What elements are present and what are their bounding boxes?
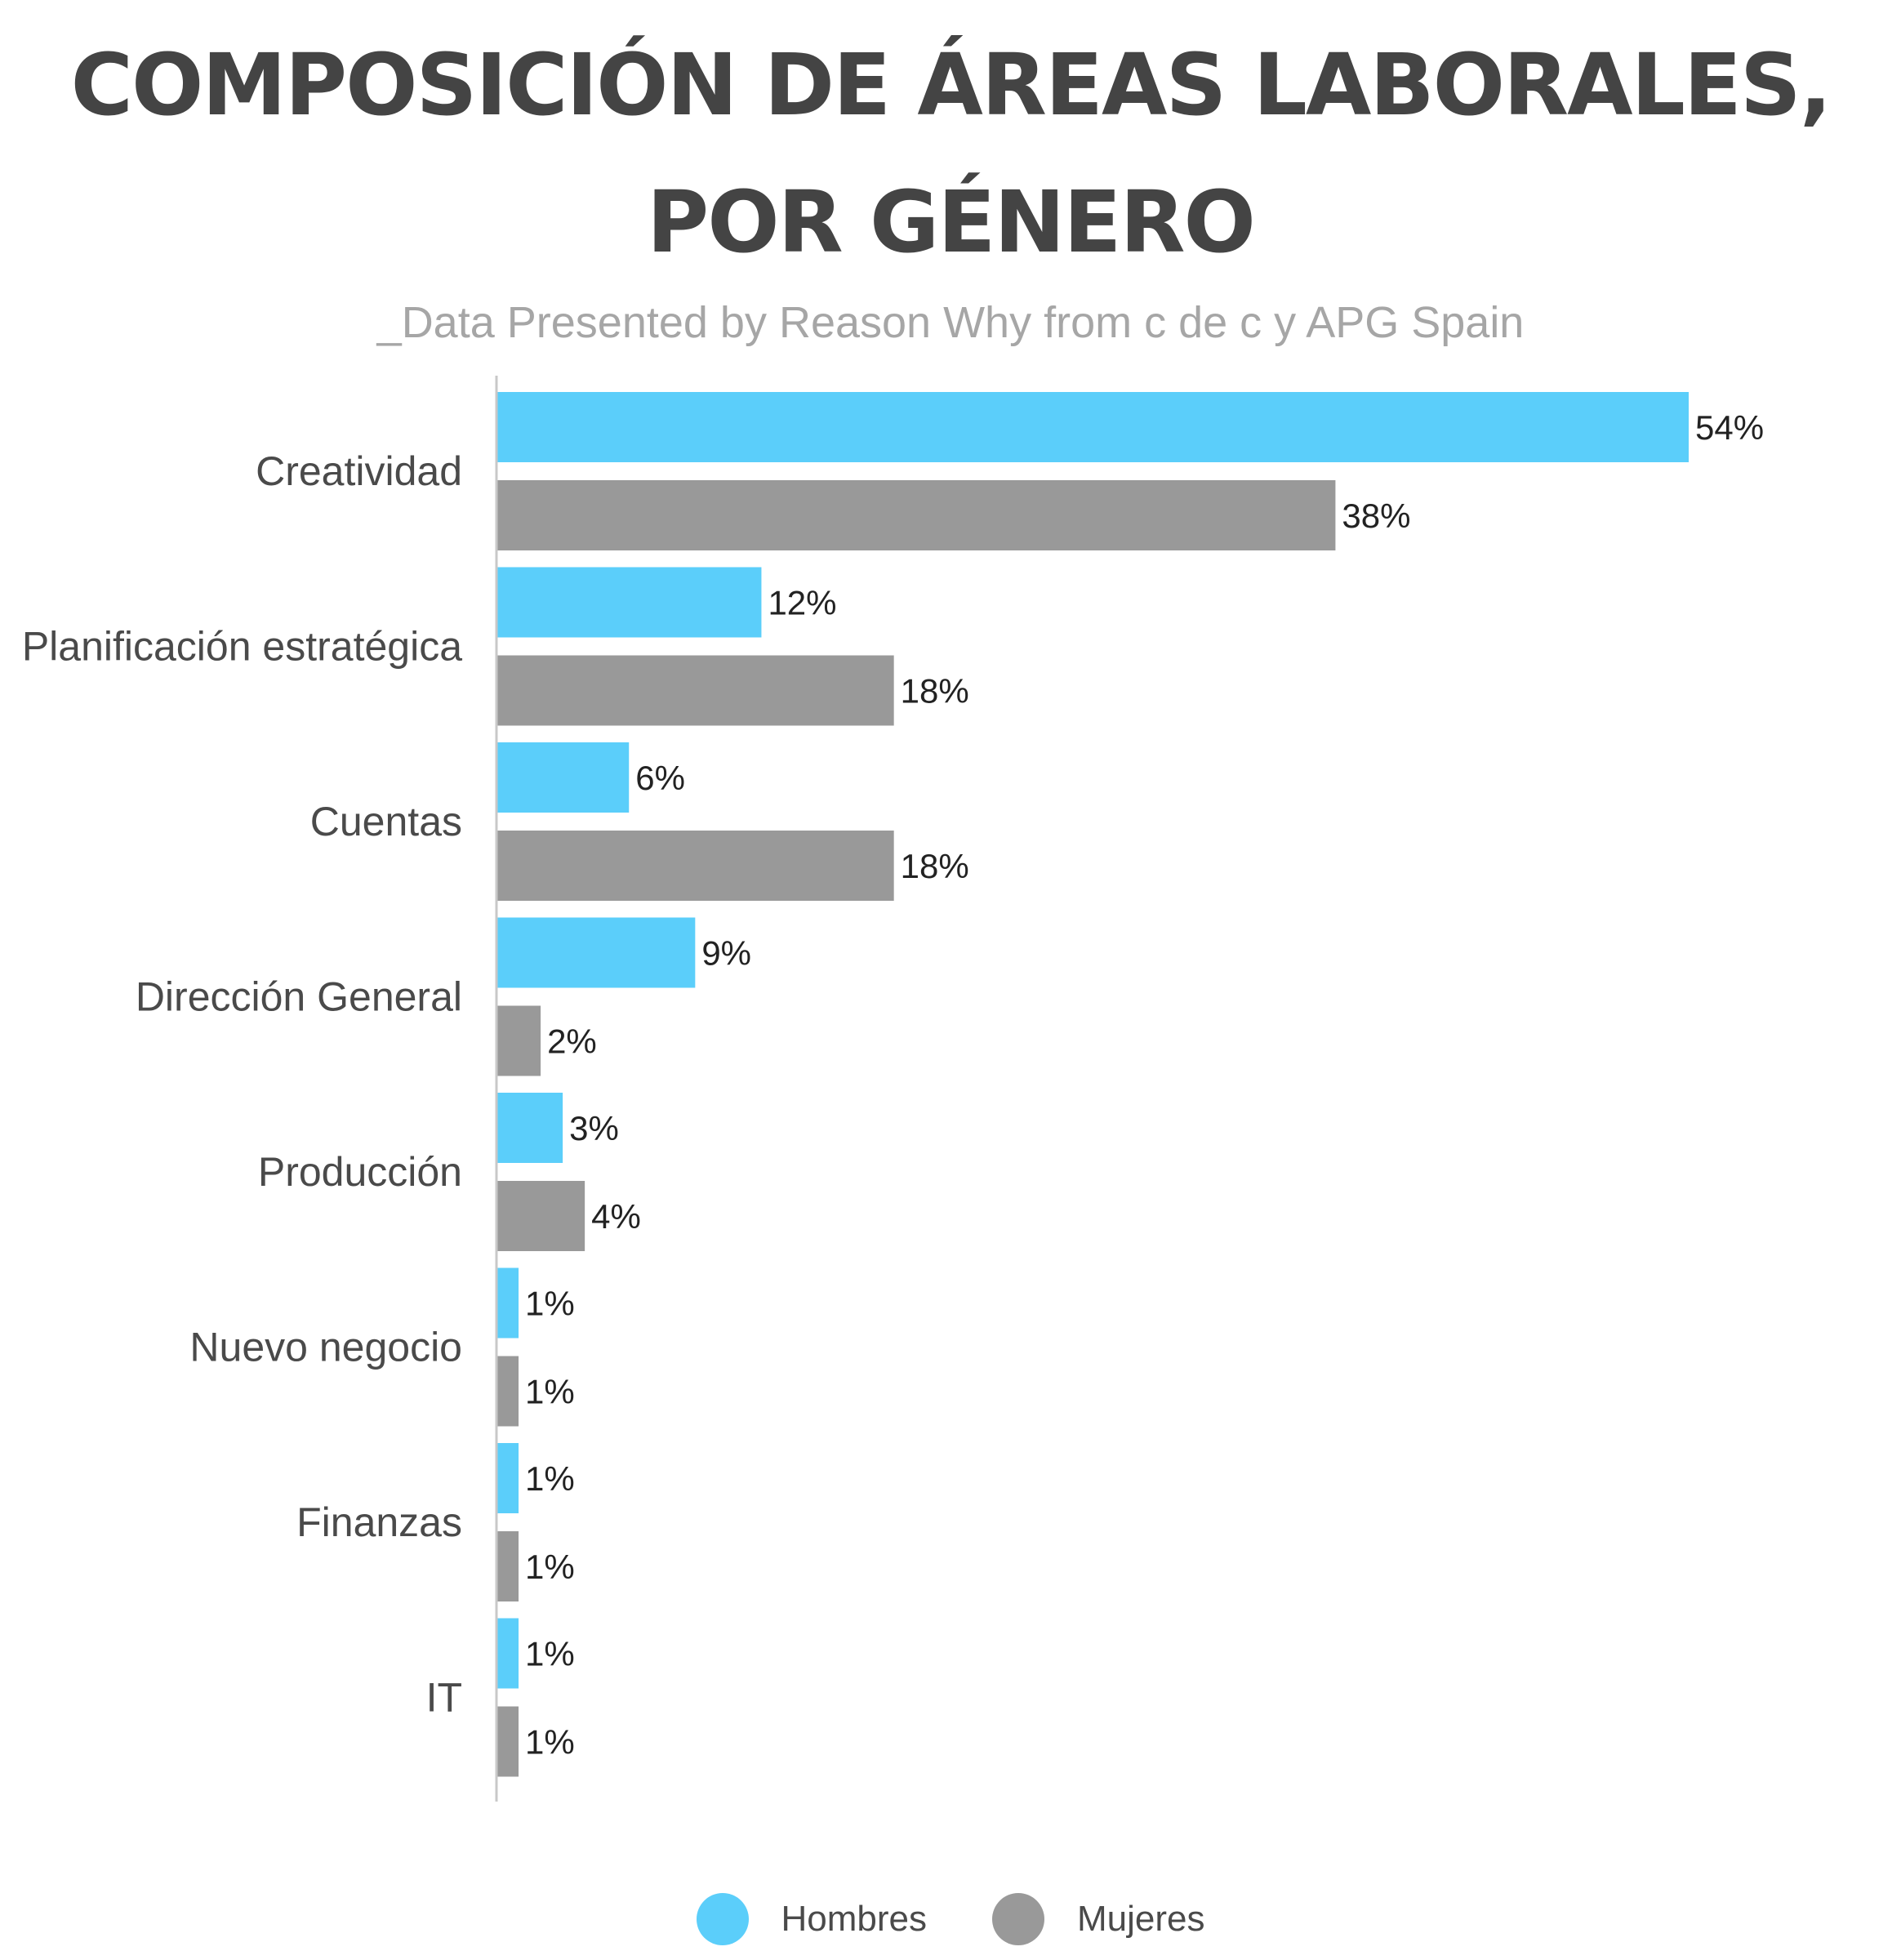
legend-swatch-mujeres: [992, 1893, 1044, 1945]
value-label-cuentas-mujeres: 18%: [901, 847, 969, 885]
chart-title-line-1: COMPOSICIÓN DE ÁREAS LABORALES,: [70, 35, 1832, 135]
chart-title-line-2: POR GÉNERO: [647, 172, 1256, 272]
value-label-it-hombres: 1%: [525, 1635, 575, 1673]
bar-planificacion-estrategica-mujeres: [496, 655, 894, 726]
chart-title: COMPOSICIÓN DE ÁREAS LABORALES, POR GÉNE…: [0, 16, 1901, 291]
category-label-finanzas: Finanzas: [296, 1499, 462, 1545]
bar-cuentas-mujeres: [496, 831, 894, 901]
bar-creatividad-mujeres: [496, 480, 1336, 550]
value-label-produccion-mujeres: 4%: [591, 1197, 641, 1236]
value-label-finanzas-hombres: 1%: [525, 1459, 575, 1498]
bar-produccion-hombres: [496, 1093, 563, 1163]
bar-finanzas-mujeres: [496, 1531, 519, 1601]
value-label-creatividad-mujeres: 38%: [1342, 497, 1410, 535]
bar-cuentas-hombres: [496, 742, 630, 813]
category-label-cuentas: Cuentas: [310, 799, 462, 844]
value-label-produccion-hombres: 3%: [569, 1109, 619, 1147]
value-label-cuentas-hombres: 6%: [635, 759, 685, 797]
category-label-planificacion-estrategica: Planificación estratégica: [22, 624, 462, 670]
bar-chart: Creatividad 54% 38% Planificación estratégi…: [22, 376, 1764, 1802]
legend-label-hombres: Hombres: [781, 1899, 928, 1939]
value-label-direccion-general-hombres: 9%: [701, 934, 751, 973]
category-label-direccion-general: Dirección General: [136, 974, 462, 1020]
legend-label-mujeres: Mujeres: [1077, 1899, 1205, 1939]
bar-direccion-general-hombres: [496, 917, 696, 988]
bar-finanzas-hombres: [496, 1443, 519, 1513]
value-label-nuevo-negocio-mujeres: 1%: [525, 1373, 575, 1411]
chart-legend: Hombres Mujeres: [0, 1878, 1901, 1960]
legend-item-mujeres: Mujeres: [992, 1893, 1205, 1945]
bar-creatividad-hombres: [496, 392, 1689, 462]
value-label-finanzas-mujeres: 1%: [525, 1548, 575, 1586]
category-label-nuevo-negocio: Nuevo negocio: [189, 1325, 462, 1370]
bar-produccion-mujeres: [496, 1181, 585, 1251]
category-label-it: IT: [426, 1675, 462, 1721]
value-label-planificacion-estrategica-mujeres: 18%: [901, 672, 969, 710]
category-label-produccion: Producción: [258, 1149, 462, 1195]
value-label-planificacion-estrategica-hombres: 12%: [768, 584, 836, 622]
category-label-creatividad: Creatividad: [256, 448, 462, 494]
legend-swatch-hombres: [696, 1893, 749, 1945]
bar-it-hombres: [496, 1618, 519, 1689]
value-label-direccion-general-mujeres: 2%: [547, 1022, 597, 1061]
legend-item-hombres: Hombres: [696, 1893, 928, 1945]
bar-nuevo-negocio-hombres: [496, 1267, 519, 1339]
bar-direccion-general-mujeres: [496, 1005, 541, 1076]
bar-nuevo-negocio-mujeres: [496, 1356, 519, 1427]
bar-it-mujeres: [496, 1706, 519, 1777]
value-label-nuevo-negocio-hombres: 1%: [525, 1285, 575, 1323]
bar-planificacion-estrategica-hombres: [496, 567, 762, 638]
value-label-creatividad-hombres: 54%: [1695, 408, 1764, 447]
value-label-it-mujeres: 1%: [525, 1723, 575, 1762]
chart-subtitle: _Data Presented by Reason Why from c de …: [376, 298, 1525, 347]
